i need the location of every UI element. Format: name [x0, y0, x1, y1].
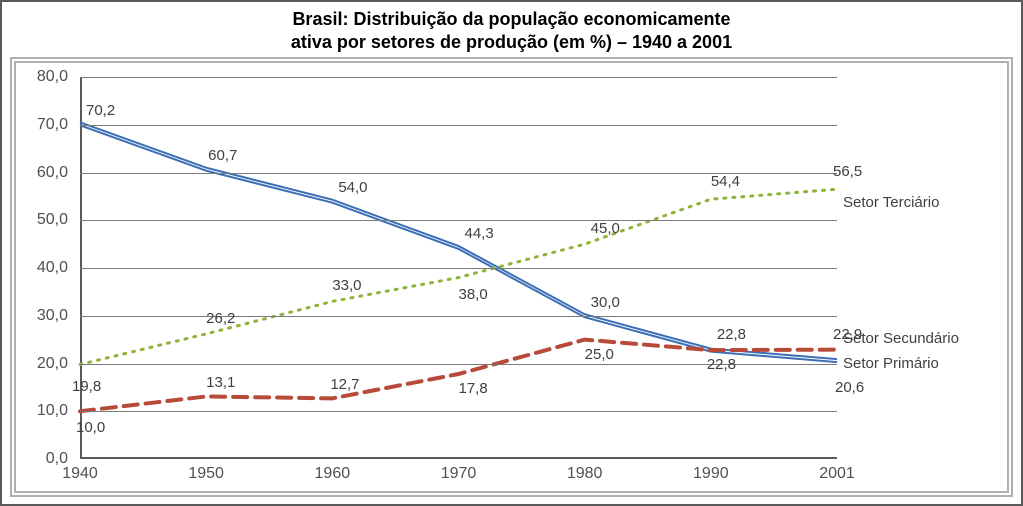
x-axis: 1940195019601970198019902001 — [80, 463, 837, 487]
x-tick-label: 1980 — [567, 465, 603, 483]
x-tick-label: 2001 — [819, 465, 855, 483]
line-setor-secundario — [80, 340, 837, 412]
gridline — [80, 220, 837, 221]
data-label-primario: 44,3 — [465, 225, 494, 242]
data-label-primario: 30,0 — [591, 294, 620, 311]
chart-title: Brasil: Distribuição da população econom… — [10, 8, 1013, 53]
data-label-secundario: 22,8 — [707, 356, 736, 373]
data-label-primario: 54,0 — [338, 179, 367, 196]
y-tick-label: 60,0 — [37, 164, 68, 182]
gridline — [80, 411, 837, 412]
y-tick-label: 40,0 — [37, 259, 68, 277]
gridline — [80, 77, 837, 78]
y-tick-label: 20,0 — [37, 355, 68, 373]
data-label-primario: 70,2 — [86, 102, 115, 119]
data-label-primario: 60,7 — [208, 147, 237, 164]
y-tick-label: 70,0 — [37, 116, 68, 134]
data-label-terciario: 26,2 — [206, 310, 235, 327]
title-line-1: Brasil: Distribuição da população econom… — [292, 9, 730, 29]
x-tick-label: 1960 — [315, 465, 351, 483]
x-tick-label: 1990 — [693, 465, 729, 483]
series-label-primario: Setor Primário — [843, 355, 939, 372]
x-tick-label: 1940 — [62, 465, 98, 483]
data-label-primario: 22,8 — [717, 326, 746, 343]
gridline — [80, 316, 837, 317]
data-label-secundario: 13,1 — [206, 374, 235, 391]
data-label-terciario: 33,0 — [332, 277, 361, 294]
data-label-secundario: 25,0 — [585, 346, 614, 363]
data-label-terciario: 56,5 — [833, 163, 862, 180]
chart-frame: 0,010,020,030,040,050,060,070,080,0 70,2… — [10, 57, 1013, 497]
title-line-2: ativa por setores de produção (em %) – 1… — [291, 32, 732, 52]
y-tick-label: 50,0 — [37, 211, 68, 229]
data-label-secundario: 17,8 — [459, 380, 488, 397]
series-label-terciario: Setor Terciário — [843, 194, 939, 211]
data-label-terciario: 19,8 — [72, 378, 101, 395]
y-tick-label: 30,0 — [37, 307, 68, 325]
plot-area: 70,260,754,044,330,022,820,619,826,233,0… — [80, 77, 837, 459]
y-axis: 0,010,020,030,040,050,060,070,080,0 — [16, 77, 76, 459]
data-label-terciario: 45,0 — [591, 220, 620, 237]
y-tick-label: 10,0 — [37, 402, 68, 420]
chart-container: Brasil: Distribuição da população econom… — [0, 0, 1023, 506]
data-label-terciario: 38,0 — [459, 286, 488, 303]
line-setor-primario — [80, 122, 837, 359]
x-tick-label: 1970 — [441, 465, 477, 483]
gridline — [80, 125, 837, 126]
data-label-secundario: 10,0 — [76, 419, 105, 436]
y-tick-label: 80,0 — [37, 68, 68, 86]
data-label-terciario: 54,4 — [711, 173, 740, 190]
data-label-secundario: 12,7 — [330, 376, 359, 393]
x-tick-label: 1950 — [188, 465, 224, 483]
data-label-primario: 20,6 — [835, 379, 864, 396]
series-label-secundario: Setor Secundário — [843, 330, 959, 347]
gridline — [80, 268, 837, 269]
